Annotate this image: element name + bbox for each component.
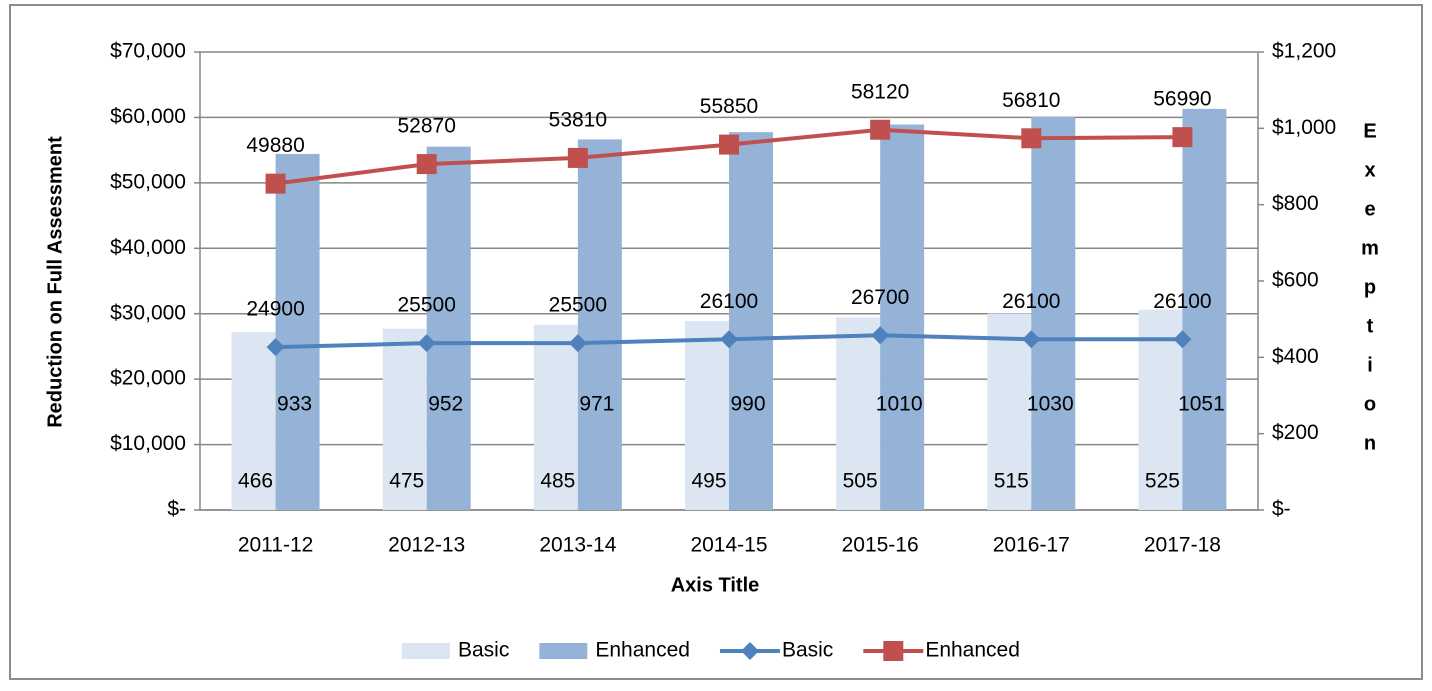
line-value-label: 58120 (851, 80, 909, 103)
y-tick-label: $50,000 (110, 170, 186, 193)
x-tick-label: 2016-17 (993, 534, 1070, 557)
bar (533, 324, 578, 510)
bar-value-label: 1051 (1178, 393, 1225, 416)
legend-label: Enhanced (595, 639, 690, 662)
bar (1182, 108, 1227, 510)
bar-value-label: 1030 (1027, 393, 1074, 416)
y-tick-label: $- (167, 498, 186, 521)
line-marker (416, 154, 437, 175)
y-axis-title: Reduction on Full Assessment (44, 136, 66, 428)
bar-value-label: 933 (277, 393, 312, 416)
line-marker (870, 119, 891, 140)
bar-value-label: 952 (428, 393, 463, 416)
y2-axis-title-letter: i (1367, 354, 1373, 376)
y-tick-label: $10,000 (110, 432, 186, 455)
y2-tick-label: $- (1272, 498, 1291, 521)
y2-tick-label: $1,000 (1272, 116, 1336, 139)
bar (685, 321, 729, 510)
line-value-label: 26100 (700, 290, 758, 313)
bar-value-label: 466 (238, 470, 273, 493)
line-value-label: 24900 (246, 298, 304, 321)
y-tick-label: $40,000 (110, 236, 186, 259)
legend-swatch (402, 643, 450, 659)
legend-marker (883, 641, 904, 661)
legend-marker (740, 642, 759, 660)
bar (1138, 309, 1183, 510)
bar (426, 146, 471, 511)
y2-axis-title-letter: x (1364, 159, 1375, 181)
line-marker (567, 147, 588, 168)
bar (1031, 116, 1076, 510)
line-value-label: 56810 (1002, 89, 1060, 112)
line-marker (871, 326, 890, 345)
line-marker (417, 334, 436, 353)
line-value-label: 26700 (851, 286, 909, 309)
line-value-label: 26100 (1002, 290, 1060, 313)
legend-label: Enhanced (925, 639, 1020, 662)
line-value-label: 55850 (700, 95, 758, 118)
y2-tick-label: $600 (1272, 269, 1319, 292)
bar (729, 132, 773, 510)
y2-tick-label: $200 (1272, 421, 1319, 444)
bar-value-label: 515 (994, 470, 1029, 493)
line-marker (1022, 330, 1041, 349)
legend-swatch (539, 643, 588, 659)
line-value-label: 49880 (246, 134, 304, 157)
line-marker (568, 334, 587, 353)
y2-axis-title-letter: e (1364, 198, 1375, 220)
bar (836, 317, 881, 510)
line-marker (720, 330, 738, 349)
bar (577, 139, 622, 510)
y2-axis-title-letter: t (1367, 315, 1374, 337)
y2-axis-title-letter: p (1364, 276, 1376, 298)
bar (987, 313, 1032, 510)
bar-value-label: 971 (579, 393, 614, 416)
y-tick-label: $20,000 (110, 367, 186, 390)
bar-value-label: 495 (691, 470, 726, 493)
line-value-label: 56990 (1153, 88, 1211, 111)
y-tick-label: $30,000 (110, 301, 186, 324)
x-tick-label: 2012-13 (388, 534, 465, 557)
x-tick-label: 2011-12 (238, 534, 314, 557)
bar-value-label: 525 (1145, 470, 1180, 493)
legend-label: Basic (782, 639, 833, 662)
bar-value-label: 485 (540, 470, 575, 493)
y2-tick-label: $400 (1272, 345, 1319, 368)
line-marker (719, 134, 739, 155)
bar (231, 332, 276, 510)
x-axis-title: Axis Title (671, 574, 760, 596)
line-marker (1021, 128, 1042, 149)
bar-value-label: 1010 (876, 393, 923, 416)
y2-axis-title-letter: m (1361, 237, 1379, 259)
bar (382, 328, 427, 510)
y2-axis-title-letter: E (1363, 120, 1376, 142)
legend-label: Basic (458, 639, 509, 662)
y-tick-label: $60,000 (110, 105, 186, 128)
y2-axis-title-letter: n (1364, 432, 1376, 454)
line-value-label: 25500 (549, 294, 607, 317)
bar-value-label: 475 (389, 470, 424, 493)
bar (880, 124, 925, 511)
x-tick-label: 2015-16 (842, 534, 919, 557)
bar (275, 153, 320, 510)
x-tick-label: 2017-18 (1144, 534, 1221, 557)
y-tick-label: $70,000 (110, 40, 186, 63)
line-marker (1173, 330, 1192, 349)
y2-tick-label: $1,200 (1272, 40, 1336, 63)
bar-value-label: 990 (730, 393, 765, 416)
y2-axis-title-letter: o (1364, 393, 1376, 415)
y2-tick-label: $800 (1272, 192, 1319, 215)
line-marker (265, 173, 286, 194)
x-tick-label: 2014-15 (690, 534, 767, 557)
bar-value-label: 505 (843, 470, 878, 493)
line-marker (1172, 127, 1193, 148)
line-value-label: 25500 (398, 294, 456, 317)
line-value-label: 26100 (1153, 290, 1211, 313)
line-value-label: 53810 (549, 108, 607, 131)
x-tick-label: 2013-14 (539, 534, 616, 557)
line-value-label: 52870 (398, 115, 456, 138)
line-marker (266, 338, 285, 357)
